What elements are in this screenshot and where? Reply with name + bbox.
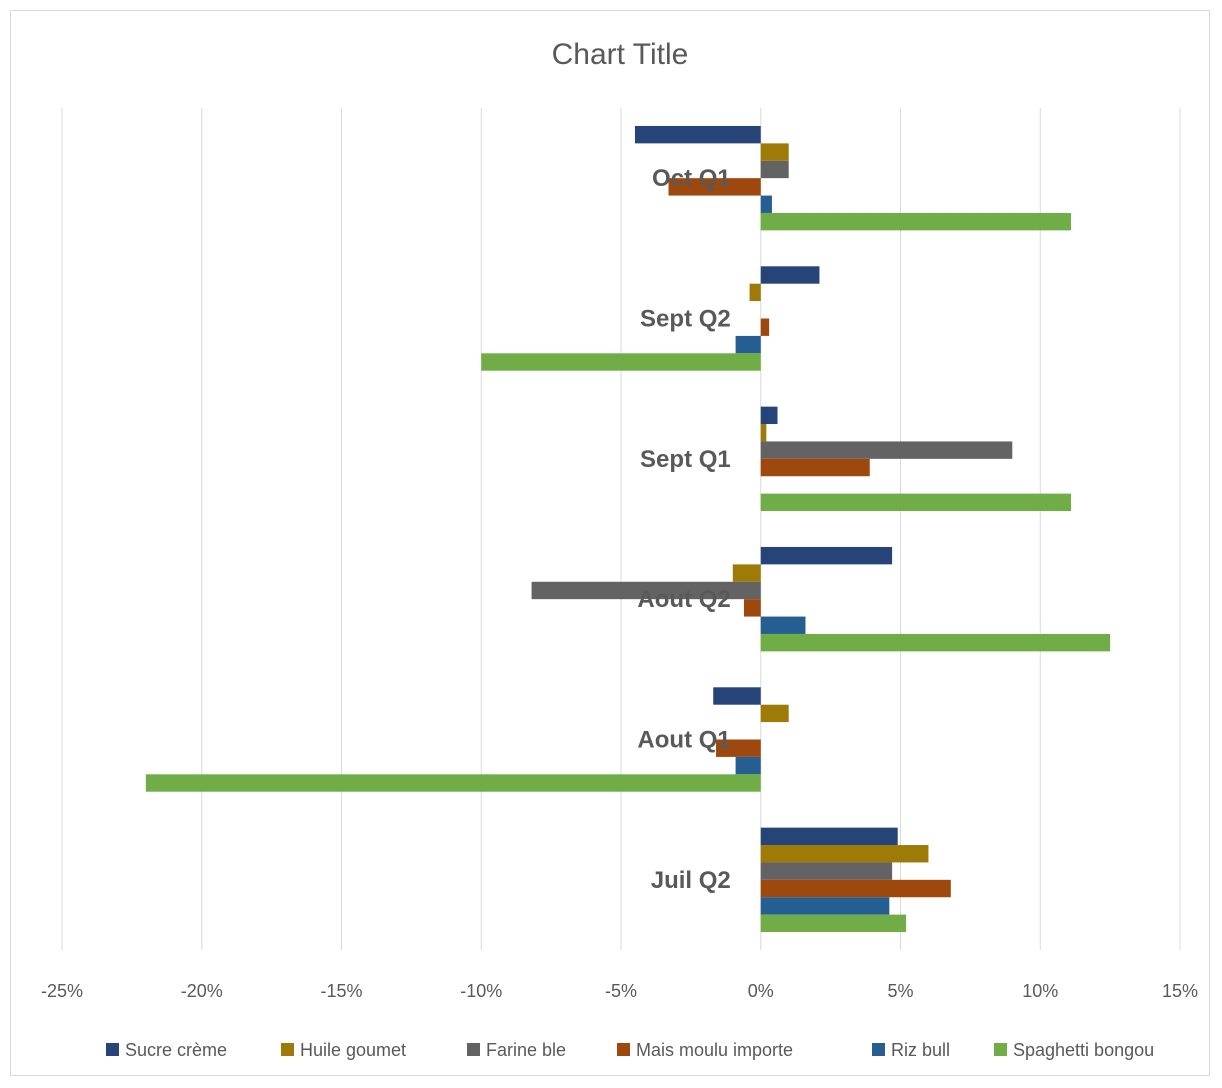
bar	[760, 424, 767, 442]
legend-swatch	[467, 1043, 480, 1056]
gridlines	[61, 108, 1181, 950]
chart-area	[10, 10, 1210, 1076]
bar	[760, 406, 778, 425]
bars	[145, 125, 1111, 933]
legend-swatch	[106, 1043, 119, 1056]
bar	[668, 178, 761, 196]
bar	[760, 318, 770, 336]
bar	[145, 774, 761, 792]
bar	[760, 616, 806, 634]
bar	[760, 441, 1013, 459]
bar	[760, 266, 820, 284]
bar	[760, 160, 789, 179]
chart-title: Chart Title	[552, 38, 689, 71]
category-label: Sept Q2	[640, 306, 731, 333]
bar	[760, 879, 951, 898]
legend-label: Spaghetti bongou	[1013, 1040, 1154, 1060]
x-tick-label: 0%	[748, 981, 774, 1001]
x-tick-label: -15%	[320, 981, 362, 1001]
bar	[760, 546, 893, 565]
bar	[760, 862, 893, 880]
x-tick-label: 15%	[1162, 981, 1198, 1001]
category-label: Aout Q2	[637, 586, 730, 613]
bar	[531, 581, 761, 600]
bar	[760, 493, 1071, 512]
category-label: Aout Q1	[637, 727, 730, 754]
bar	[735, 756, 761, 775]
bar	[760, 195, 772, 213]
x-tick-label: -20%	[181, 981, 223, 1001]
bar	[760, 458, 870, 477]
legend-label: Mais moulu importe	[636, 1040, 793, 1060]
x-tick-label: 10%	[1022, 981, 1058, 1001]
x-tick-label: -25%	[41, 981, 83, 1001]
legend-swatch	[872, 1043, 885, 1056]
category-label: Sept Q1	[640, 446, 731, 473]
x-axis-ticks: -25% -20% -15% -10% -5% 0% 5% 10% 15%	[41, 981, 1198, 1001]
bar	[760, 212, 1071, 231]
bar	[481, 353, 761, 371]
bar	[760, 827, 898, 846]
category-labels: Juil Q2 Aout Q1 Aout Q2 Sept Q1 Sept Q2 Oct Q…	[637, 165, 730, 894]
bar	[760, 897, 890, 915]
category-label: Oct Q1	[652, 165, 731, 192]
bar	[735, 335, 761, 354]
legend-label: Sucre crème	[125, 1040, 227, 1060]
bar	[760, 143, 789, 161]
bar	[713, 687, 761, 705]
legend: Sucre crème Huile goumet Farine ble Mais mo…	[106, 1040, 1154, 1060]
bar	[732, 564, 761, 582]
category-label: Juil Q2	[651, 867, 731, 894]
bar	[716, 739, 761, 757]
x-tick-label: 5%	[887, 981, 913, 1001]
bar	[760, 914, 907, 933]
legend-swatch	[617, 1043, 630, 1056]
x-tick-label: -10%	[460, 981, 502, 1001]
legend-swatch	[281, 1043, 294, 1056]
bar	[760, 704, 789, 723]
legend-label: Riz bull	[891, 1040, 950, 1060]
x-tick-label: -5%	[605, 981, 637, 1001]
legend-label: Huile goumet	[300, 1040, 406, 1060]
legend-label: Farine ble	[486, 1040, 566, 1060]
bar	[749, 283, 761, 302]
bar	[760, 633, 1111, 652]
bar	[760, 845, 929, 863]
bar	[743, 599, 761, 617]
legend-swatch	[994, 1043, 1007, 1056]
bar	[634, 125, 761, 144]
